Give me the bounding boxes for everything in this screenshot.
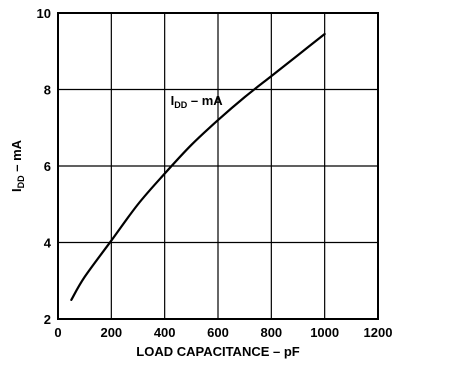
x-tick-label-3: 600 [207, 325, 229, 340]
y-tick-label-4: 10 [37, 6, 51, 21]
y-axis-title-sub: DD [16, 175, 26, 188]
y-tick-labels: 2 4 6 8 10 [37, 6, 52, 327]
annotation-main: I [171, 93, 175, 108]
x-tick-label-1: 200 [100, 325, 122, 340]
y-axis-title-rest: – mA [9, 139, 24, 175]
y-tick-label-0: 2 [44, 312, 51, 327]
x-tick-label-4: 800 [260, 325, 282, 340]
series-line [70, 32, 326, 301]
grid [58, 13, 378, 319]
y-tick-label-3: 8 [44, 83, 51, 98]
x-tick-label-5: 1000 [310, 325, 339, 340]
y-tick-label-2: 6 [44, 159, 51, 174]
x-tick-label-2: 400 [154, 325, 176, 340]
annotation-sub: DD [174, 100, 187, 110]
y-axis-title-main: I [9, 188, 24, 192]
x-axis-title: LOAD CAPACITANCE – pF [136, 344, 300, 359]
x-tick-label-6: 1200 [364, 325, 393, 340]
annotation-rest: – mA [187, 93, 223, 108]
curve-annotation: IDD – mA [171, 93, 224, 110]
x-tick-labels: 0 200 400 600 800 1000 1200 [54, 325, 392, 340]
y-axis-title: IDD – mA [9, 139, 26, 192]
y-tick-label-1: 4 [44, 236, 52, 251]
x-tick-label-0: 0 [54, 325, 61, 340]
plot-frame [57, 12, 379, 320]
